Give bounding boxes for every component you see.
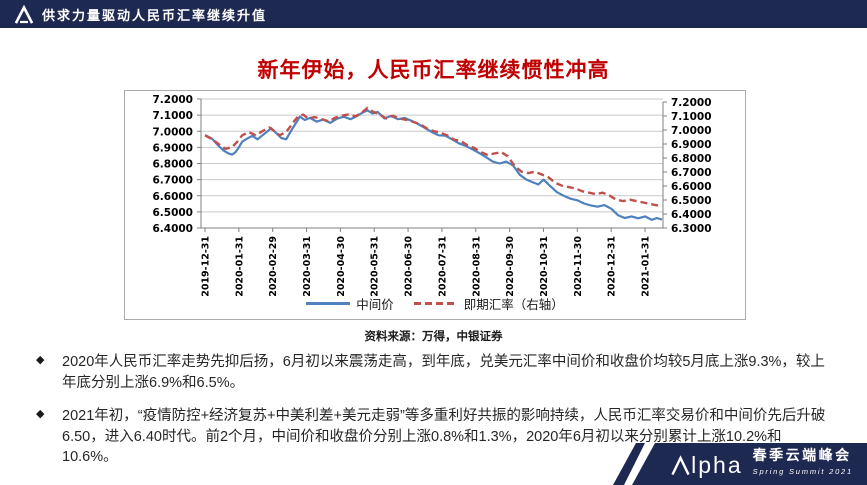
triangle-logo-icon: [14, 4, 34, 24]
svg-text:2020-09-30: 2020-09-30: [505, 236, 516, 297]
diamond-bullet-icon: ◆: [36, 408, 45, 421]
footer-banner: [613, 443, 867, 485]
svg-text:6.8000: 6.8000: [152, 159, 193, 171]
svg-text:2020-10-31: 2020-10-31: [539, 236, 550, 297]
legend-label-midprice: 中间价: [356, 298, 394, 312]
svg-text:2020-04-30: 2020-04-30: [336, 236, 347, 297]
exchange-rate-chart: 7.2000 7.1000 7.0000 6.9000 6.8000 6.7000 6.60…: [124, 90, 746, 320]
chart-legend: 中间价 即期汇率（右轴）: [125, 294, 745, 313]
bullet-item: ◆ 2021年初，“疫情防控+经济复苏+中美利差+美元走弱”等多重利好共振的影响持…: [36, 406, 834, 468]
svg-text:2019-12-31: 2019-12-31: [201, 236, 212, 297]
summit-wordmark: 春季云端峰会 Spring Summit 2021: [753, 445, 853, 476]
svg-text:2020-07-31: 2020-07-31: [437, 236, 448, 297]
svg-text:2020-08-31: 2020-08-31: [471, 236, 482, 297]
svg-text:7.1000: 7.1000: [671, 111, 712, 123]
svg-text:2020-11-30: 2020-11-30: [573, 236, 584, 297]
svg-text:7.2000: 7.2000: [152, 94, 193, 106]
svg-text:2020-03-31: 2020-03-31: [302, 236, 313, 297]
svg-text:2020-12-31: 2020-12-31: [607, 236, 618, 297]
legend-blue-line-icon: [306, 302, 351, 305]
footer-logo: lpha 春季云端峰会 Spring Summit 2021: [670, 445, 853, 479]
svg-text:6.4000: 6.4000: [671, 209, 712, 221]
bullet-text: 2020年人民币汇率走势先抑后扬，6月初以来震荡走高，到年底，兑美元汇率中间价和…: [62, 354, 825, 391]
svg-text:2020-05-31: 2020-05-31: [370, 236, 381, 297]
svg-text:6.5000: 6.5000: [671, 195, 712, 207]
svg-text:2020-06-30: 2020-06-30: [404, 236, 415, 297]
alpha-logo: lpha: [670, 452, 743, 479]
bullet-text: 2021年初，“疫情防控+经济复苏+中美利差+美元走弱”等多重利好共振的影响持续…: [62, 408, 826, 466]
header-bar: 供求力量驱动人民币汇率继续升值: [0, 0, 867, 28]
svg-text:6.7000: 6.7000: [671, 167, 712, 179]
svg-text:6.3000: 6.3000: [671, 223, 712, 235]
chart-plot-area: 7.2000 7.1000 7.0000 6.9000 6.8000 6.7000 6.60…: [152, 94, 712, 297]
svg-text:6.9000: 6.9000: [152, 142, 193, 154]
bullet-item: ◆ 2020年人民币汇率走势先抑后扬，6月初以来震荡走高，到年底，兑美元汇率中间价…: [36, 352, 834, 393]
data-source: 资料来源：万得，中银证券: [364, 331, 503, 343]
svg-text:7.2000: 7.2000: [671, 97, 712, 109]
svg-text:6.8000: 6.8000: [671, 153, 712, 165]
svg-text:2020-01-31: 2020-01-31: [234, 236, 245, 297]
svg-text:6.4000: 6.4000: [152, 223, 193, 235]
alpha-logo-text: lpha: [691, 452, 743, 479]
svg-text:2020-02-29: 2020-02-29: [268, 236, 279, 297]
svg-text:6.6000: 6.6000: [152, 191, 193, 203]
svg-text:2021-01-31: 2021-01-31: [641, 236, 652, 297]
bullet-list: ◆ 2020年人民币汇率走势先抑后扬，6月初以来震荡走高，到年底，兑美元汇率中间价…: [36, 352, 834, 481]
svg-text:7.0000: 7.0000: [671, 125, 712, 137]
alpha-triangle-icon: [671, 455, 690, 476]
svg-text:6.6000: 6.6000: [671, 181, 712, 193]
svg-text:6.9000: 6.9000: [671, 139, 712, 151]
svg-text:6.7000: 6.7000: [152, 175, 193, 187]
summit-title-en: Spring Summit 2021: [752, 467, 853, 476]
legend-red-dashed-line-icon: [413, 302, 458, 305]
diamond-bullet-icon: ◆: [36, 354, 45, 366]
svg-text:7.0000: 7.0000: [152, 126, 193, 138]
legend-item-midprice: 中间价: [306, 294, 394, 313]
svg-text:7.1000: 7.1000: [152, 110, 193, 122]
svg-text:6.5000: 6.5000: [152, 207, 193, 219]
summit-title-cn: 春季云端峰会: [752, 447, 852, 463]
header-title: 供求力量驱动人民币汇率继续升值: [42, 7, 268, 23]
legend-label-spot: 即期汇率（右轴）: [463, 298, 564, 312]
slide-title: 新年伊始，人民币汇率继续惯性冲高: [257, 59, 610, 82]
legend-item-spot: 即期汇率（右轴）: [413, 294, 564, 313]
